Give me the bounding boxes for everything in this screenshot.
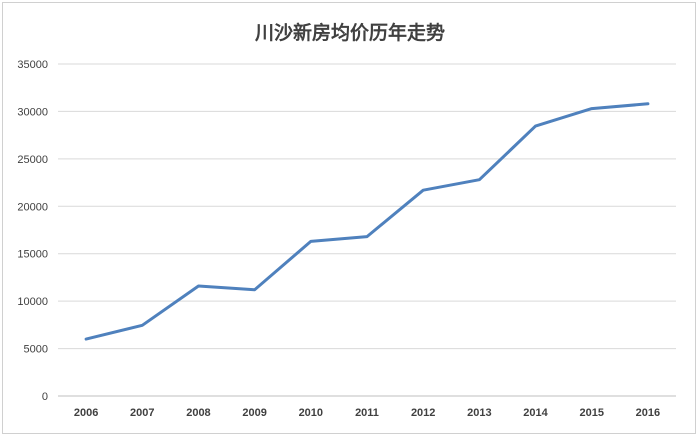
- y-axis-ticks: 0 5000 10000 15000 20000 25000 30000 35000: [17, 59, 48, 403]
- x-tick-label: 2007: [130, 407, 154, 419]
- x-tick-label: 2009: [242, 407, 266, 419]
- x-tick-label: 2012: [411, 407, 435, 419]
- x-tick-label: 2008: [186, 407, 210, 419]
- chart-title: 川沙新房均价历年走势: [254, 22, 445, 44]
- y-tick-label: 30000: [17, 106, 48, 118]
- y-tick-label: 25000: [17, 154, 48, 166]
- gridlines: [58, 63, 676, 397]
- y-tick-label: 20000: [17, 201, 48, 213]
- x-tick-label: 2015: [579, 407, 603, 419]
- x-tick-label: 2014: [523, 407, 548, 419]
- x-tick-label: 2016: [636, 407, 660, 419]
- y-tick-label: 10000: [17, 296, 48, 308]
- x-tick-label: 2006: [74, 407, 98, 419]
- y-tick-label: 35000: [17, 59, 48, 71]
- series-lines: [84, 102, 650, 341]
- x-tick-label: 2011: [355, 407, 379, 419]
- y-tick-label: 15000: [17, 249, 48, 261]
- x-tick-label: 2013: [467, 407, 491, 419]
- chart-frame: [2, 2, 696, 434]
- y-tick-label: 0: [42, 391, 48, 403]
- x-tick-label: 2010: [299, 407, 323, 419]
- y-tick-label: 5000: [24, 344, 48, 356]
- x-axis-ticks: 2006 2007 2008 2009 2010 2011 2012 2013 2014 2015…: [74, 407, 660, 419]
- series-line: [84, 102, 650, 341]
